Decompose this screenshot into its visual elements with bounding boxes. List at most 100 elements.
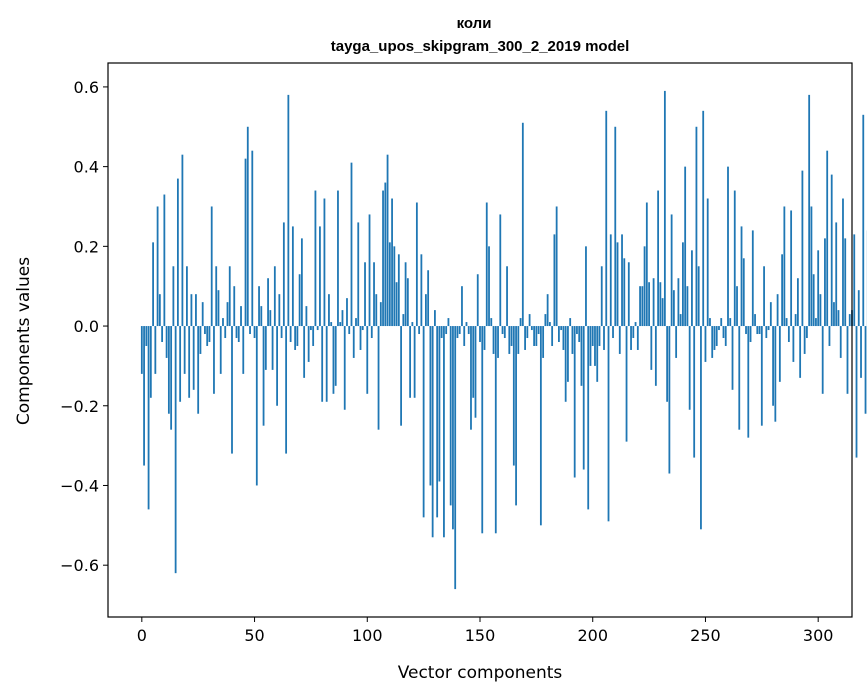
bar-179 [544,314,547,327]
bar-55 [264,326,267,370]
bar-286 [785,318,788,327]
bar-151 [481,326,484,534]
bar-274 [758,326,761,335]
bar-157 [494,326,497,534]
bar-32 [213,326,215,394]
bar-125 [422,326,425,518]
bar-256 [718,326,720,331]
bar-289 [792,326,795,362]
bar-174 [533,326,536,346]
bar-88 [339,322,342,327]
bar-173 [530,326,533,331]
bar-153 [485,202,488,327]
bar-96 [357,222,360,327]
bar-225 [648,282,650,327]
bar-74 [307,326,310,362]
bar-38 [226,302,229,327]
bar-203 [598,326,601,346]
bar-219 [634,322,637,327]
x-tick-label-100: 100 [352,626,383,645]
bar-113 [395,282,398,327]
bar-220 [636,326,639,350]
bar-0 [140,326,143,374]
bar-209 [612,326,614,339]
y-axis-label: Components values [14,257,34,425]
bar-31 [210,206,213,327]
bar-266 [740,226,743,327]
bar-222 [641,286,644,327]
bar-149 [476,274,479,327]
bar-102 [370,326,373,339]
bar-312 [844,238,847,327]
bar-86 [334,326,337,386]
bar-21 [188,326,191,398]
bar-160 [501,326,504,335]
y-axis-ticks: −0.6 −0.4 −0.2 0.0 0.2 0.4 0.6 [60,78,108,575]
bar-120 [411,322,414,327]
bar-106 [379,302,382,327]
bar-229 [657,190,660,327]
bar-198 [587,326,590,510]
bar-13 [170,326,173,430]
bar-10 [163,194,166,327]
bar-271 [751,230,754,327]
bar-268 [745,326,747,335]
bar-40 [231,326,233,454]
bar-108 [384,182,387,327]
bar-2 [145,326,148,346]
bar-161 [503,326,506,339]
bar-263 [733,190,736,327]
bar-79 [319,226,321,327]
bar-184 [555,206,558,327]
y-tick-label-5: 0.4 [74,158,99,177]
bar-284 [781,254,784,327]
bar-300 [817,250,820,327]
bar-148 [474,326,477,418]
bar-293 [801,170,804,327]
x-axis-label: Vector components [398,663,563,683]
bar-57 [269,310,272,327]
bar-58 [271,326,274,370]
bar-62 [280,326,283,339]
bar-77 [314,190,317,327]
bar-236 [672,290,675,327]
bar-202 [596,326,599,382]
bar-140 [456,326,459,339]
bar-262 [731,326,734,390]
bar-249 [702,110,705,327]
bar-159 [499,214,502,327]
bar-112 [393,246,396,327]
bar-272 [754,314,756,327]
bar-292 [799,326,802,378]
bar-291 [796,278,799,327]
bar-158 [497,326,499,358]
bar-1 [143,326,145,466]
bar-299 [815,318,817,327]
x-tick-label-150: 150 [465,626,496,645]
bar-190 [569,318,572,327]
bar-245 [693,326,696,458]
bar-121 [413,326,416,398]
bar-95 [355,318,357,327]
bar-197 [585,246,587,327]
y-tick-label-6: 0.6 [74,78,99,97]
bar-241 [684,166,687,327]
y-tick-label-3: 0.0 [74,317,99,336]
bar-226 [650,326,653,370]
bar-142 [461,286,463,327]
bar-182 [551,326,554,346]
bar-128 [429,326,432,486]
bar-189 [567,326,569,382]
bar-49 [251,150,254,327]
y-tick-label-1: −0.4 [60,476,99,495]
bar-85 [332,326,335,394]
bar-194 [578,326,581,342]
bar-135 [445,326,448,335]
bar-54 [262,326,265,426]
bar-238 [677,278,680,327]
bar-134 [443,326,445,538]
bar-101 [368,214,371,327]
bar-255 [715,326,718,346]
bar-295 [806,326,808,339]
